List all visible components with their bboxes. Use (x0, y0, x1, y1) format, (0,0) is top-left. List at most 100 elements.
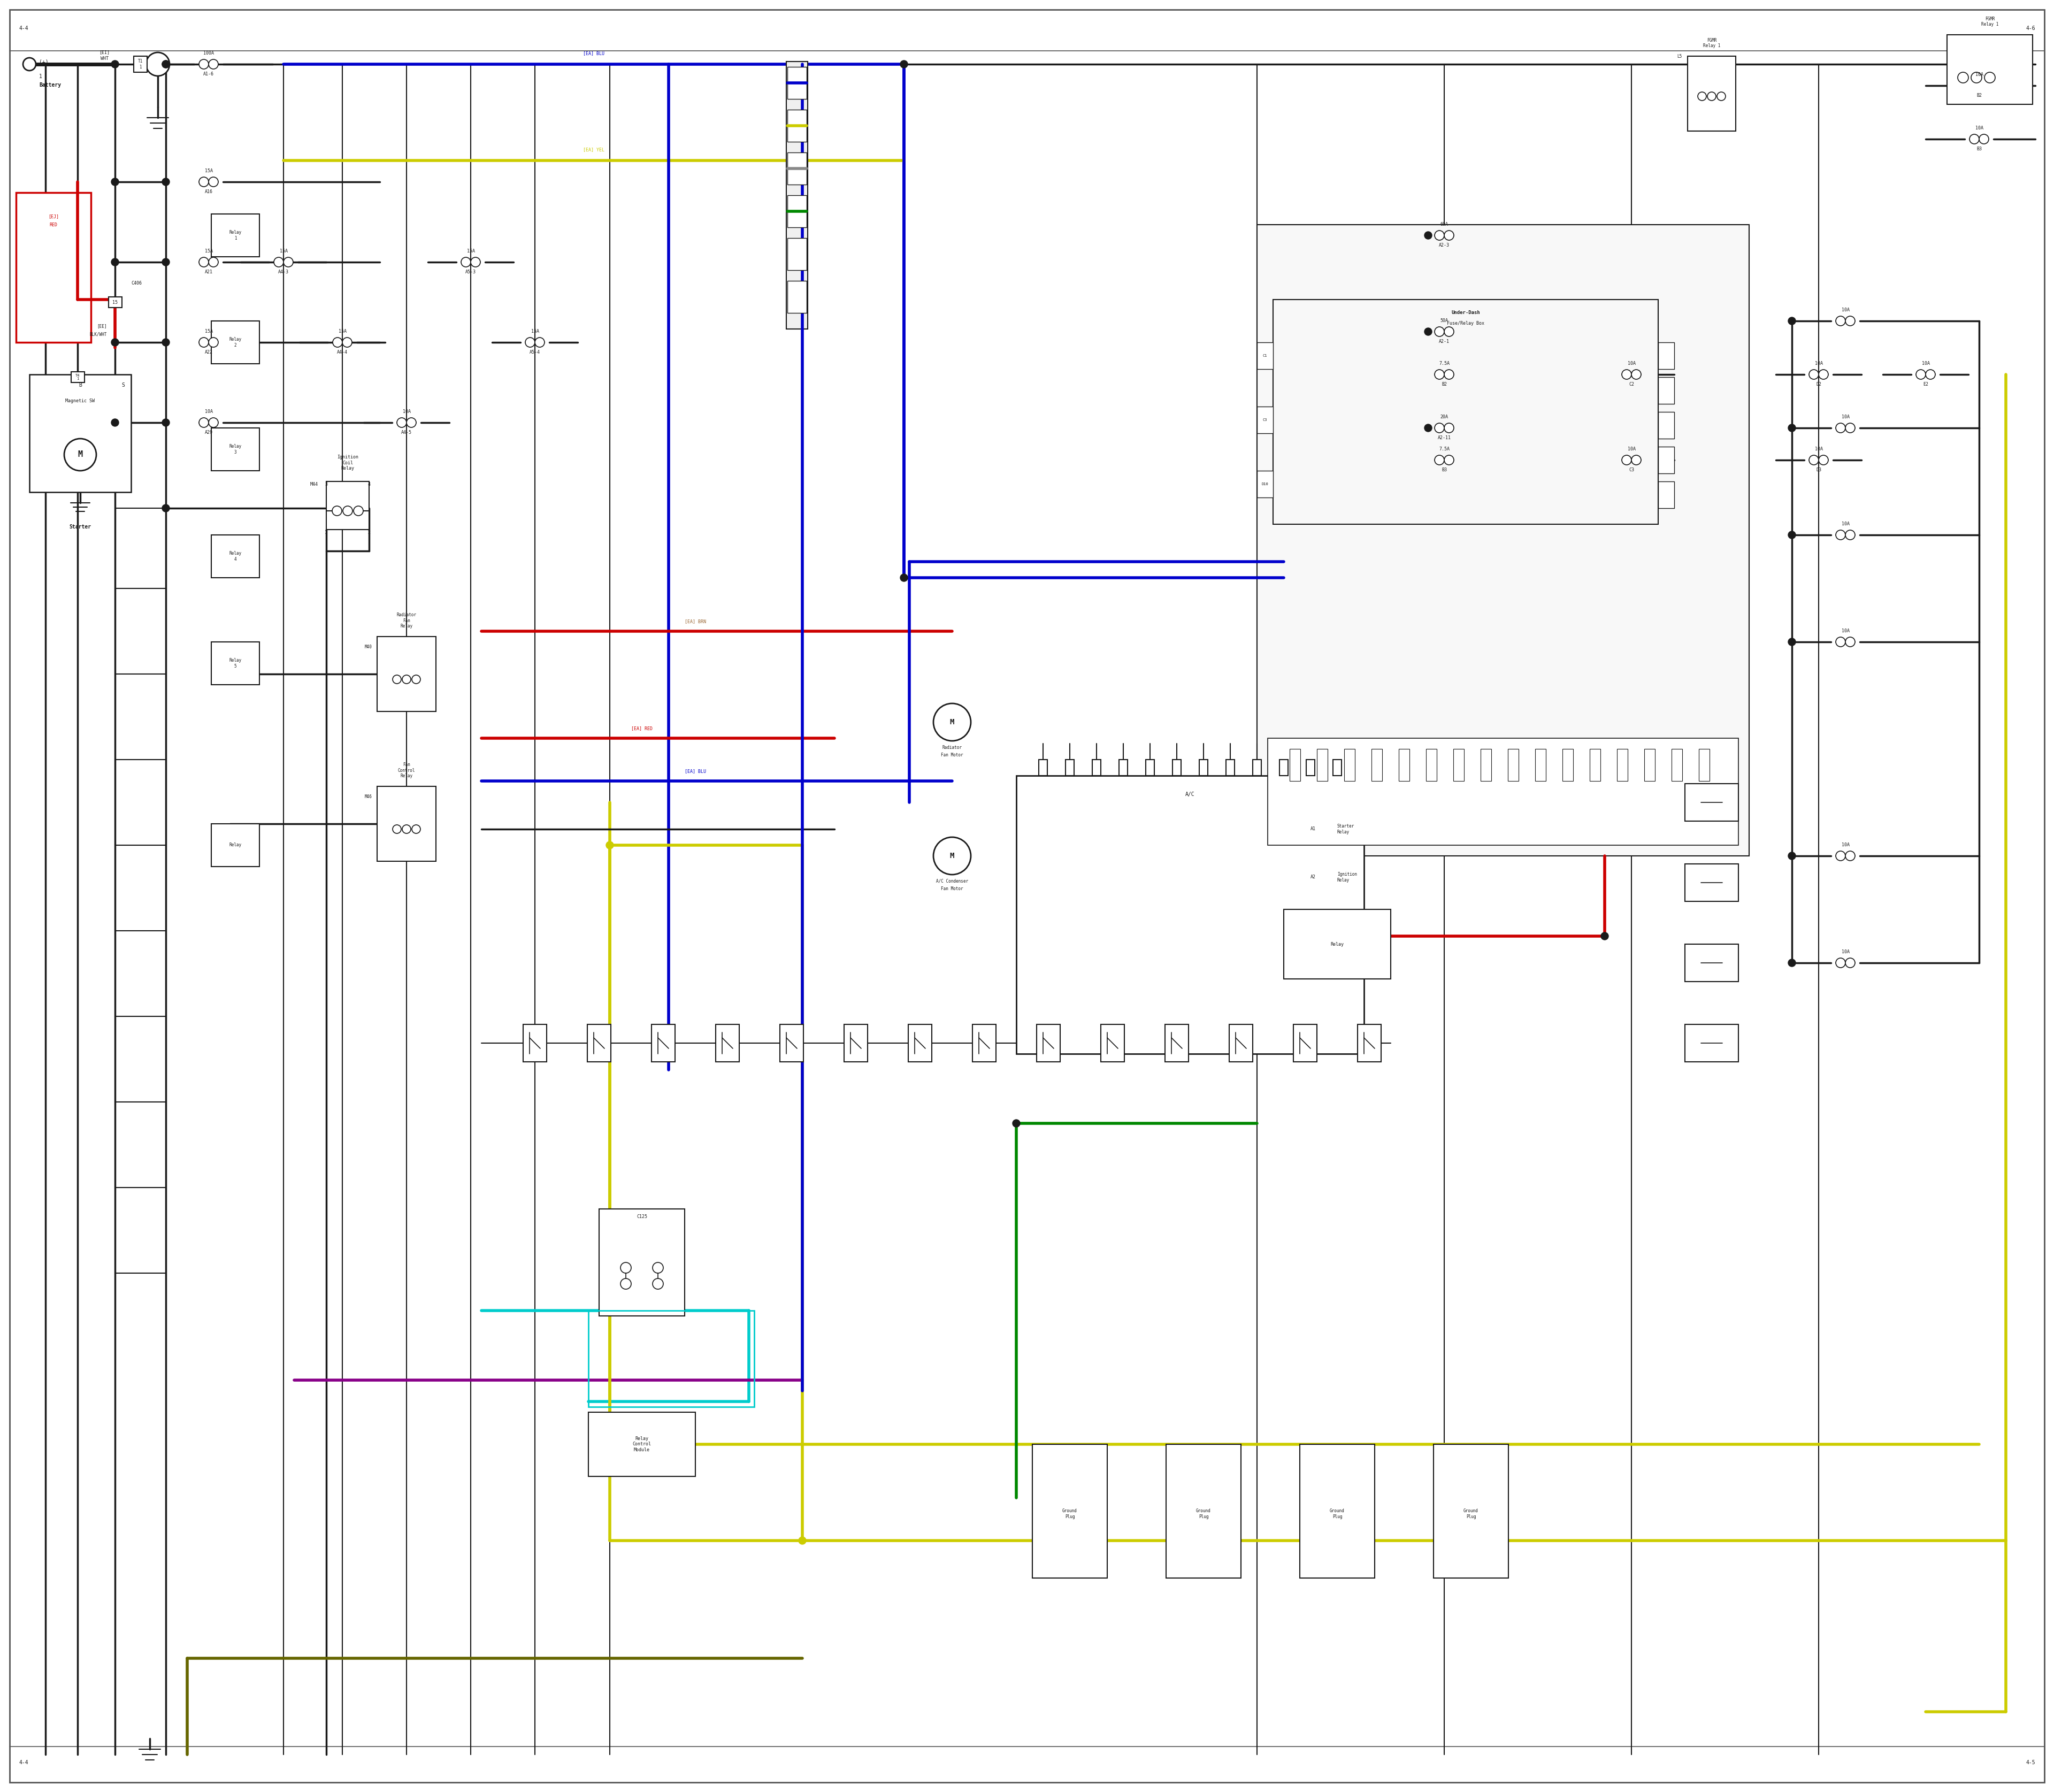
Bar (715, 1025, 739, 1063)
Text: Relay
4: Relay 4 (230, 552, 242, 561)
Text: Relay
1: Relay 1 (230, 229, 242, 240)
Text: C3: C3 (1263, 418, 1267, 421)
Text: D2: D2 (1816, 382, 1822, 387)
Text: 4-4: 4-4 (18, 25, 29, 30)
Bar (1333, 760, 1341, 776)
Bar (1399, 749, 1409, 781)
Bar (587, 1412, 696, 1477)
Bar (109, 297, 121, 308)
Text: 15: 15 (113, 299, 117, 305)
Bar (1257, 407, 1273, 434)
Bar (1033, 1444, 1107, 1579)
Bar (787, 152, 807, 185)
Text: 10A: 10A (403, 409, 411, 414)
Circle shape (1423, 328, 1432, 335)
Text: Relay
5: Relay 5 (230, 658, 242, 668)
Text: Ignition
Relay: Ignition Relay (1337, 873, 1358, 882)
Bar (327, 482, 370, 530)
Text: 15A: 15A (205, 168, 214, 174)
Circle shape (653, 1278, 663, 1288)
Circle shape (1836, 851, 1844, 860)
Circle shape (353, 505, 364, 516)
Text: 10A: 10A (1976, 125, 1982, 131)
Circle shape (620, 1262, 631, 1272)
Bar (787, 281, 807, 314)
Text: 4-6: 4-6 (2025, 25, 2036, 30)
Text: B2: B2 (1442, 382, 1446, 387)
Circle shape (1836, 315, 1844, 326)
Bar (600, 1210, 684, 1315)
Circle shape (1444, 369, 1454, 380)
Bar (651, 1025, 676, 1063)
Circle shape (1423, 231, 1432, 238)
Bar (1290, 749, 1300, 781)
Circle shape (1844, 423, 1855, 432)
Circle shape (1844, 959, 1855, 968)
Text: (+): (+) (39, 59, 49, 65)
Text: 15A: 15A (279, 249, 288, 253)
Text: A5-3: A5-3 (466, 269, 477, 274)
Bar (1684, 1025, 1738, 1063)
Bar (1616, 749, 1627, 781)
Text: A/C: A/C (1185, 792, 1195, 797)
Bar (1066, 760, 1074, 776)
Circle shape (1836, 530, 1844, 539)
Text: C125: C125 (637, 1215, 647, 1219)
Text: Ground
Plug: Ground Plug (1062, 1509, 1076, 1520)
Circle shape (1623, 369, 1631, 380)
Text: 1: 1 (39, 73, 43, 79)
Circle shape (1434, 455, 1444, 464)
Circle shape (1844, 851, 1855, 860)
Text: Ground
Plug: Ground Plug (1465, 1509, 1479, 1520)
Bar (1257, 342, 1273, 369)
Circle shape (413, 676, 421, 683)
Text: 10A: 10A (1840, 629, 1849, 633)
Text: RED: RED (49, 222, 58, 228)
Bar (1658, 342, 1674, 369)
Bar (1684, 783, 1738, 821)
Circle shape (1980, 134, 1988, 143)
Circle shape (1836, 423, 1844, 432)
Circle shape (526, 337, 534, 348)
Circle shape (1836, 638, 1844, 647)
Circle shape (162, 339, 170, 346)
Circle shape (392, 676, 401, 683)
Bar (1372, 749, 1382, 781)
Bar (587, 1025, 610, 1063)
Text: [EA] RED: [EA] RED (631, 726, 653, 731)
Bar (1343, 749, 1356, 781)
Text: A16: A16 (205, 190, 214, 194)
Circle shape (199, 177, 210, 186)
Bar (212, 642, 259, 685)
Text: Fan
Control
Relay: Fan Control Relay (398, 762, 415, 778)
Text: FGMR
Relay 1: FGMR Relay 1 (1703, 38, 1721, 48)
Circle shape (606, 842, 614, 849)
Bar (1645, 749, 1656, 781)
Circle shape (392, 824, 401, 833)
Bar (29, 375, 131, 493)
Text: Relay
2: Relay 2 (230, 337, 242, 348)
Bar (1947, 34, 2033, 104)
Circle shape (1423, 425, 1432, 432)
Text: 10A: 10A (1627, 446, 1635, 452)
Circle shape (1631, 369, 1641, 380)
Circle shape (343, 337, 351, 348)
Text: Magnetic SW: Magnetic SW (66, 400, 94, 403)
Text: Relay
Control
Module: Relay Control Module (633, 1437, 651, 1452)
Bar (212, 321, 259, 364)
Circle shape (210, 59, 218, 70)
Circle shape (1623, 455, 1631, 464)
Text: A2-1: A2-1 (1440, 339, 1450, 344)
Bar (378, 787, 435, 862)
Circle shape (1789, 959, 1795, 966)
Circle shape (1013, 1120, 1021, 1127)
Circle shape (64, 439, 97, 471)
Bar (1508, 749, 1518, 781)
Text: 10A: 10A (1976, 72, 1982, 77)
Text: C406: C406 (131, 281, 142, 287)
Bar (587, 1310, 754, 1407)
Bar (378, 636, 435, 711)
Text: 10A: 10A (1627, 360, 1635, 366)
Circle shape (1707, 91, 1715, 100)
Text: B2: B2 (1976, 93, 1982, 99)
